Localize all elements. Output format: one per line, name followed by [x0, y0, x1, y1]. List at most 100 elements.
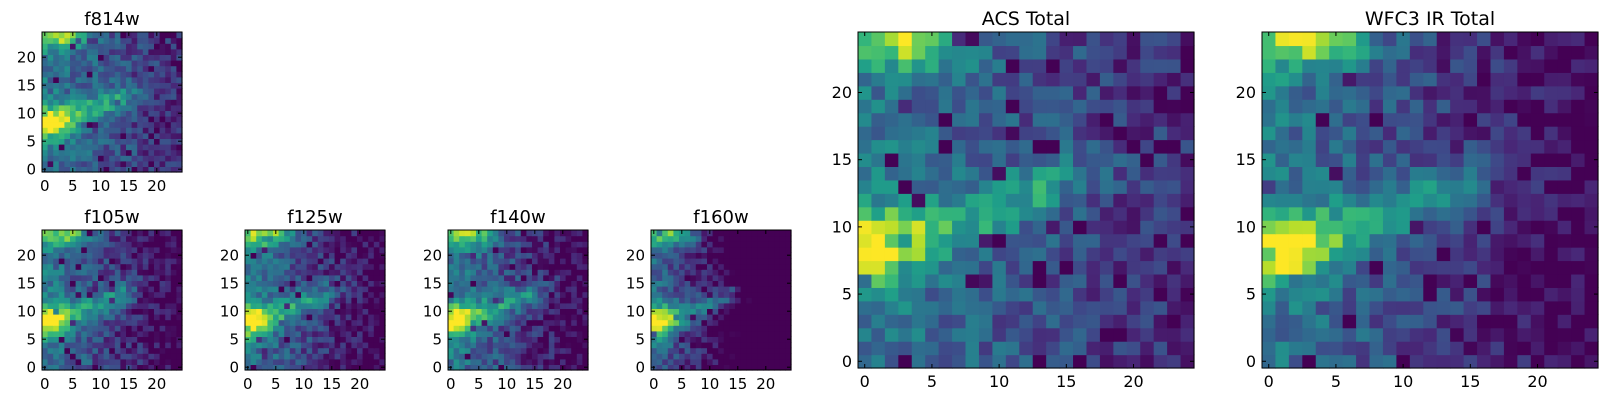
heatmap-cell	[142, 246, 149, 253]
heatmap-cell	[1490, 354, 1505, 369]
heatmap-cell	[537, 347, 544, 354]
heatmap-cell	[978, 112, 993, 127]
heatmap-cell	[1167, 166, 1182, 181]
heatmap-cell	[75, 144, 82, 151]
heatmap-cell	[1477, 220, 1492, 235]
heatmap-cell	[142, 132, 149, 139]
heatmap-cell	[1032, 58, 1047, 73]
heatmap-cell	[317, 235, 324, 242]
heatmap-cell	[1019, 139, 1034, 154]
heatmap-cell	[42, 235, 49, 242]
heatmap-cell	[126, 274, 133, 281]
heatmap-cell	[729, 263, 736, 270]
heatmap-cell	[565, 308, 572, 315]
heatmap-cell	[576, 286, 583, 293]
heatmap-cell	[684, 246, 691, 253]
heatmap-cell	[126, 280, 133, 287]
heatmap-cell	[543, 308, 550, 315]
heatmap-cell	[1275, 72, 1290, 87]
heatmap-cell	[323, 258, 330, 265]
heatmap-cell	[690, 230, 697, 237]
heatmap-cell	[679, 269, 686, 276]
heatmap-cell	[1302, 327, 1317, 342]
heatmap-cell	[379, 330, 386, 337]
heatmap-cell	[978, 179, 993, 194]
heatmap-cell	[47, 88, 54, 95]
heatmap-cell	[86, 37, 93, 44]
heatmap-cell	[740, 235, 747, 242]
heatmap-cell	[656, 230, 663, 237]
heatmap-cell	[1329, 166, 1344, 181]
heatmap-cell	[142, 116, 149, 123]
heatmap-cell	[1302, 166, 1317, 181]
heatmap-cell	[504, 274, 511, 281]
heatmap-cell	[1262, 300, 1277, 315]
heatmap-cell	[871, 193, 886, 208]
heatmap-cell	[379, 241, 386, 248]
heatmap-cell	[357, 252, 364, 259]
heatmap-cell	[312, 230, 319, 237]
heatmap-cell	[86, 138, 93, 145]
heatmap-cell	[1382, 85, 1397, 100]
x-tick-label: 20	[147, 177, 166, 195]
heatmap-cell	[137, 110, 144, 117]
heatmap-cell	[114, 319, 121, 326]
heatmap-cell	[492, 263, 499, 270]
heatmap-cell	[273, 235, 280, 242]
heatmap-cell	[464, 358, 471, 365]
heatmap-cell	[103, 127, 110, 134]
heatmap-cell	[103, 32, 110, 39]
heatmap-cell	[952, 85, 967, 100]
heatmap-cell	[176, 99, 183, 106]
heatmap-cell	[952, 287, 967, 302]
heatmap-cell	[1005, 341, 1020, 356]
heatmap-cell	[911, 233, 926, 248]
chart-title: WFC3 IR Total	[1365, 8, 1495, 30]
heatmap-cell	[952, 341, 967, 356]
heatmap-cell	[64, 258, 71, 265]
heatmap-cell	[379, 286, 386, 293]
heatmap-cell	[114, 104, 121, 111]
heatmap-cell	[131, 82, 138, 89]
heatmap-cell	[476, 302, 483, 309]
heatmap-cell	[560, 302, 567, 309]
heatmap-cell	[86, 99, 93, 106]
heatmap-cell	[75, 280, 82, 287]
heatmap-cell	[58, 241, 65, 248]
heatmap-cell	[938, 99, 953, 114]
heatmap-cell	[459, 235, 466, 242]
heatmap-cell	[871, 72, 886, 87]
heatmap-cell	[509, 325, 516, 332]
heatmap-cell	[481, 342, 488, 349]
heatmap-cell	[695, 302, 702, 309]
heatmap-cell	[92, 37, 99, 44]
heatmap-cell	[120, 155, 127, 162]
heatmap-cell	[965, 354, 980, 369]
heatmap-cell	[278, 364, 285, 371]
heatmap-cell	[109, 60, 116, 67]
heatmap-cell	[109, 347, 116, 354]
heatmap-cell	[504, 241, 511, 248]
heatmap-cell	[379, 291, 386, 298]
heatmap-cell	[81, 93, 88, 100]
heatmap-cell	[64, 235, 71, 242]
heatmap-cell	[109, 342, 116, 349]
heatmap-cell	[345, 342, 352, 349]
heatmap-cell	[1005, 139, 1020, 154]
heatmap-cell	[938, 193, 953, 208]
heatmap-cell	[1436, 139, 1451, 154]
heatmap-cell	[1544, 341, 1559, 356]
heatmap-cell	[154, 127, 161, 134]
heatmap-cell	[884, 193, 899, 208]
heatmap-cell	[1517, 166, 1532, 181]
heatmap-cell	[1409, 354, 1424, 369]
heatmap-cell	[1046, 314, 1061, 329]
heatmap-cell	[1342, 233, 1357, 248]
x-tick-label: 15	[1460, 372, 1480, 391]
heatmap-cell	[492, 230, 499, 237]
heatmap-cell	[938, 260, 953, 275]
heatmap-cell	[751, 330, 758, 337]
heatmap-cell	[142, 149, 149, 156]
heatmap-cell	[515, 302, 522, 309]
heatmap-cell	[952, 166, 967, 181]
